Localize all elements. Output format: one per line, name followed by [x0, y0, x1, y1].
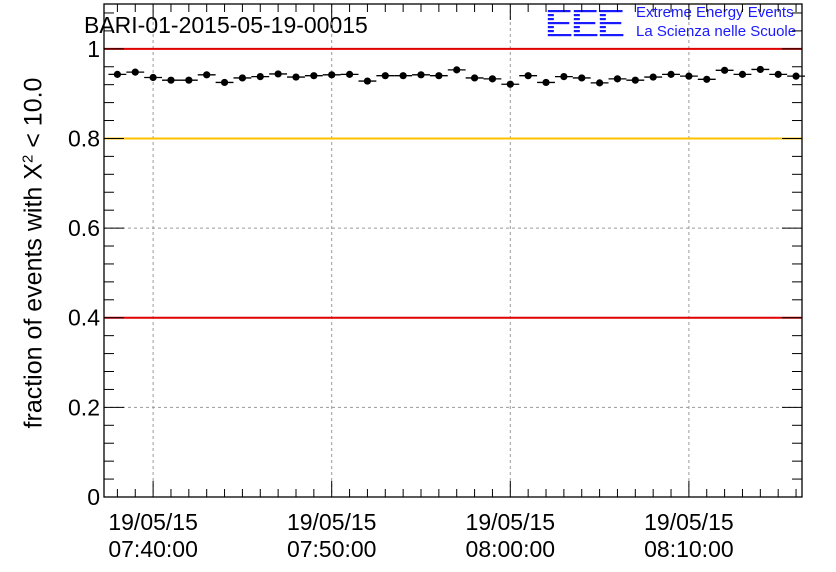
logo-caption: Extreme Energy Events La Scienza nelle S… [636, 3, 796, 41]
data-point [756, 65, 764, 74]
data-point [256, 73, 264, 81]
data-point [774, 70, 782, 78]
x-tick-label-time: 08:10:00 [644, 536, 734, 562]
data-point [524, 72, 532, 80]
data-point [238, 74, 247, 82]
data-point [131, 68, 139, 76]
svg-text:EEE: EEE [545, 2, 624, 44]
data-point [220, 78, 229, 87]
y-tick-label: 0.8 [68, 125, 100, 151]
x-tick-label-date: 19/05/15 [466, 509, 556, 535]
data-point [470, 74, 479, 82]
x-tick-label-time: 07:40:00 [108, 536, 198, 562]
y-tick-label: 0.6 [68, 215, 100, 241]
x-tick-label-date: 19/05/15 [287, 509, 377, 535]
data-point [399, 72, 407, 80]
data-point [542, 78, 550, 87]
y-tick-label: 0 [87, 484, 100, 510]
eee-logo: EEE [545, 2, 626, 44]
data-point [381, 72, 389, 80]
data-point [738, 70, 747, 78]
plot-frame [103, 3, 803, 498]
data-point [167, 76, 175, 84]
data-point [560, 73, 568, 81]
data-point [649, 73, 657, 81]
y-tick-label: 0.2 [68, 394, 100, 420]
data-point [310, 72, 318, 80]
data-point [113, 70, 121, 78]
y-tick-label: 0.4 [68, 305, 100, 331]
data-point [506, 80, 514, 88]
data-point [292, 73, 300, 81]
data-point [328, 71, 336, 79]
data-point [453, 66, 461, 74]
data-point [792, 72, 800, 80]
y-tick-label: 1 [87, 36, 100, 62]
data-point [488, 75, 497, 83]
chart-title: BARI-01-2015-05-19-00015 [84, 12, 368, 38]
data-point [685, 72, 693, 80]
x-tick-label-date: 19/05/15 [108, 509, 198, 535]
data-point [613, 75, 622, 83]
logo-line-2: La Scienza nelle Scuole [636, 23, 797, 40]
data-point [631, 76, 639, 84]
data-point [703, 75, 711, 83]
data-point [721, 66, 729, 74]
data-point [595, 79, 604, 87]
data-point [363, 77, 372, 85]
data-point [203, 71, 211, 79]
data-point [435, 72, 443, 80]
data-point [417, 71, 425, 79]
x-tick-label-time: 07:50:00 [287, 536, 377, 562]
data-point [274, 70, 282, 78]
data-point [578, 74, 586, 82]
data-point [345, 70, 354, 78]
x-tick-label-date: 19/05/15 [644, 509, 734, 535]
x-tick-label-time: 08:00:00 [466, 536, 556, 562]
data-point [185, 76, 193, 84]
logo-line-1: Extreme Energy Events [636, 4, 794, 21]
data-point [149, 73, 157, 82]
data-point [667, 70, 675, 78]
